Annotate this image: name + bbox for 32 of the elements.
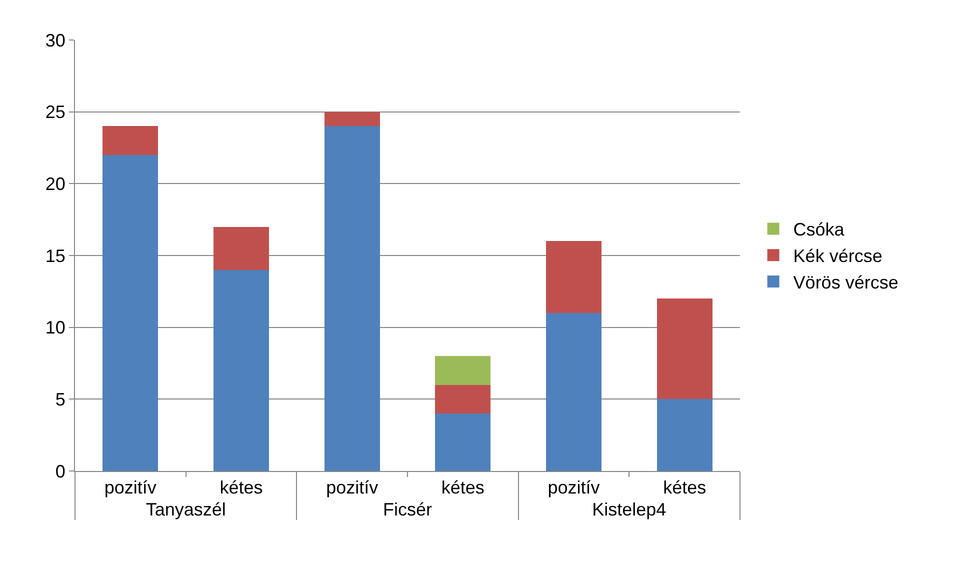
bar: [324, 126, 380, 471]
y-tick-label: 15: [45, 246, 66, 266]
bar: [102, 126, 158, 155]
bar: [656, 399, 712, 471]
x-tick-label: pozitív: [104, 478, 156, 498]
bar: [435, 414, 491, 471]
bar: [214, 270, 269, 471]
x-tick-label: kétes: [441, 478, 484, 498]
x-tick-label: kétes: [220, 478, 263, 498]
y-tick-label: 5: [55, 389, 66, 410]
bar: [324, 112, 380, 126]
x-tick-label: pozitív: [548, 478, 600, 498]
bar: [435, 384, 491, 414]
bar: [546, 241, 602, 313]
bar: [102, 154, 158, 471]
bar: [435, 356, 491, 385]
y-tick-label: 25: [45, 102, 66, 122]
text: Kistelep4: [592, 500, 666, 520]
x-tick-label: pozitív: [326, 478, 378, 498]
y-tick-label: 0: [55, 461, 66, 482]
x-tick-label: kétes: [663, 478, 706, 498]
text: Ficsér: [383, 500, 432, 520]
legend-label: Vörös vércse: [793, 272, 898, 293]
y-tick-label: 10: [45, 318, 66, 338]
legend-label: Csóka: [793, 220, 846, 240]
bar: [214, 226, 269, 270]
bar: [546, 312, 602, 471]
y-tick-label: 20: [45, 174, 66, 194]
text: Tanyaszél: [146, 500, 226, 520]
legend-label: Kék vércse: [793, 246, 882, 266]
bar: [656, 298, 712, 400]
y-tick-label: 30: [45, 30, 66, 50]
